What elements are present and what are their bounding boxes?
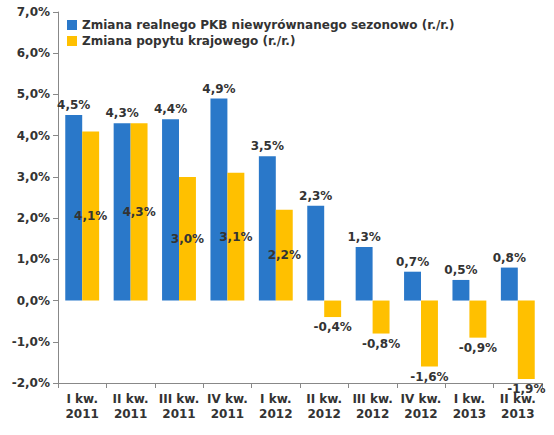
svg-text:0,0%: 0,0% [17, 294, 50, 308]
svg-text:4,5%: 4,5% [57, 98, 90, 112]
svg-text:-1,9%: -1,9% [507, 382, 545, 396]
svg-text:5,0%: 5,0% [17, 87, 50, 101]
svg-text:Zmiana realnego PKB niewyrówna: Zmiana realnego PKB niewyrównanego sezon… [82, 18, 455, 32]
svg-text:2012: 2012 [404, 407, 437, 421]
svg-text:4,1%: 4,1% [74, 209, 107, 223]
svg-text:Zmiana popytu krajowego (r./r.: Zmiana popytu krajowego (r./r.) [82, 34, 295, 48]
svg-text:I kw.: I kw. [260, 392, 292, 406]
svg-text:-1,0%: -1,0% [12, 335, 50, 349]
svg-text:II kw.: II kw. [499, 391, 536, 406]
svg-text:II kw.: II kw. [113, 392, 149, 406]
svg-text:IV kw.: IV kw. [207, 392, 248, 406]
svg-text:2,3%: 2,3% [299, 189, 332, 203]
svg-text:2012: 2012 [307, 407, 340, 421]
svg-text:-1,6%: -1,6% [410, 370, 448, 384]
svg-text:2011: 2011 [65, 407, 98, 421]
svg-text:III kw.: III kw. [352, 392, 392, 406]
svg-text:1,0%: 1,0% [17, 252, 50, 266]
svg-text:2012: 2012 [356, 407, 389, 421]
svg-text:2011: 2011 [211, 407, 244, 421]
svg-text:I kw.: I kw. [66, 392, 98, 406]
svg-text:0,5%: 0,5% [444, 263, 477, 277]
svg-text:2,2%: 2,2% [268, 248, 301, 262]
svg-text:-0,4%: -0,4% [314, 320, 352, 334]
svg-text:0,7%: 0,7% [396, 255, 429, 269]
svg-text:I kw.: I kw. [454, 392, 486, 406]
svg-text:2013: 2013 [453, 407, 486, 421]
svg-text:4,0%: 4,0% [17, 129, 50, 143]
svg-text:3,0%: 3,0% [17, 170, 50, 184]
svg-text:2013: 2013 [501, 407, 534, 421]
svg-text:3,1%: 3,1% [219, 230, 252, 244]
svg-text:4,3%: 4,3% [122, 205, 155, 219]
svg-text:2012: 2012 [259, 407, 292, 421]
svg-text:3,5%: 3,5% [251, 139, 284, 153]
svg-text:7,0%: 7,0% [17, 5, 50, 19]
svg-text:2,0%: 2,0% [17, 211, 50, 225]
svg-text:6,0%: 6,0% [17, 46, 50, 60]
svg-text:3,0%: 3,0% [171, 232, 204, 246]
svg-text:4,9%: 4,9% [202, 82, 235, 96]
svg-text:4,3%: 4,3% [105, 106, 138, 120]
svg-text:2011: 2011 [162, 407, 195, 421]
svg-text:IV kw.: IV kw. [401, 392, 442, 406]
svg-text:II kw.: II kw. [306, 392, 342, 406]
svg-text:0,8%: 0,8% [493, 251, 526, 265]
svg-text:-0,8%: -0,8% [362, 337, 400, 351]
svg-text:2011: 2011 [114, 407, 147, 421]
svg-text:III kw.: III kw. [159, 392, 199, 406]
svg-text:1,3%: 1,3% [347, 230, 380, 244]
svg-text:-0,9%: -0,9% [459, 341, 497, 355]
svg-text:-2,0%: -2,0% [12, 376, 50, 390]
svg-text:4,4%: 4,4% [154, 102, 187, 116]
